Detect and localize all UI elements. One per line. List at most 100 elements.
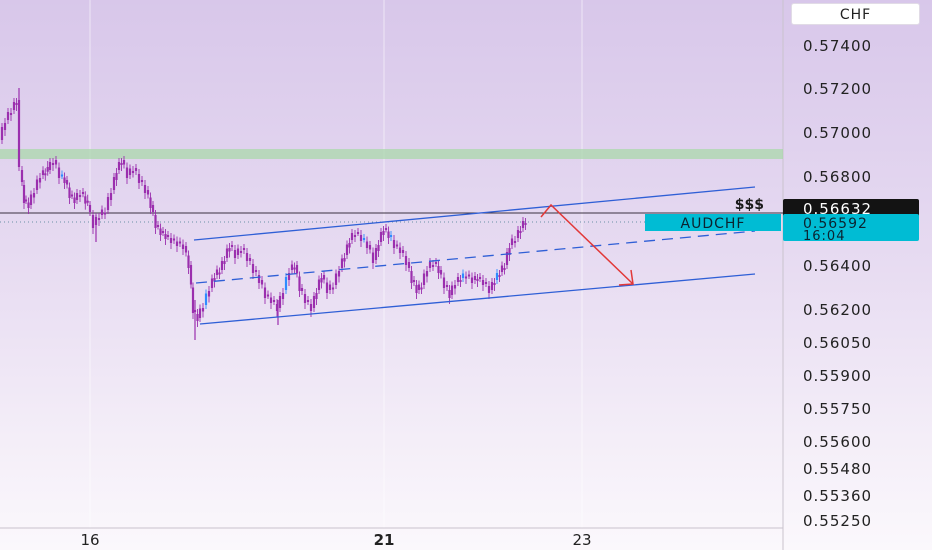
candle-body <box>78 195 82 197</box>
candle-body <box>41 170 45 175</box>
candle-body <box>467 274 471 277</box>
candle-body <box>210 278 214 288</box>
candle-body <box>100 209 104 215</box>
supply-zone <box>0 149 783 159</box>
candle-body <box>331 287 335 290</box>
candle-body <box>60 174 64 177</box>
candle-body <box>356 232 360 234</box>
candle-body <box>68 187 71 198</box>
candle-body <box>387 231 390 238</box>
candle-body <box>189 265 193 285</box>
candle-body <box>178 241 182 244</box>
price-tick: 0.56800 <box>803 168 872 186</box>
candle-body <box>191 287 195 313</box>
candle-body <box>445 285 449 287</box>
candle-body <box>298 276 301 291</box>
candle-body <box>315 293 318 299</box>
candle-body <box>65 180 69 185</box>
candle-body <box>225 248 229 258</box>
candle-body <box>389 235 393 237</box>
target-price-value: 0.56632 <box>803 200 872 218</box>
candle-body <box>481 280 485 285</box>
candle-body <box>290 264 294 270</box>
candle-body <box>140 180 144 182</box>
candle-body <box>495 273 499 280</box>
candle-body <box>337 271 341 277</box>
candle-body <box>24 199 28 202</box>
candle-body <box>417 284 421 290</box>
candle-body <box>490 282 494 290</box>
price-tick: 0.56200 <box>803 301 872 319</box>
candle-body <box>453 285 457 289</box>
price-tick: 0.55250 <box>803 512 872 530</box>
candle-body <box>22 185 26 203</box>
candle-body <box>257 275 261 283</box>
candle-body <box>125 167 129 178</box>
candle-body <box>97 218 101 220</box>
candle-body <box>309 304 313 311</box>
candle-body <box>317 279 321 290</box>
candle-body <box>201 308 205 312</box>
time-tick: 23 <box>572 531 591 549</box>
candle-body <box>425 271 429 277</box>
candle-body <box>3 123 7 130</box>
candle-body <box>348 243 351 248</box>
candle-body <box>484 282 488 284</box>
candle-body <box>143 185 147 193</box>
candle-body <box>233 250 237 258</box>
candle-body <box>434 262 438 264</box>
price-tick: 0.55480 <box>803 460 872 478</box>
candle-body <box>154 215 157 228</box>
candle-body <box>207 291 211 297</box>
candle-body <box>487 286 491 293</box>
candle-body <box>459 280 462 282</box>
candle-body <box>478 277 482 279</box>
candle-body <box>88 205 92 212</box>
candle-body <box>84 196 87 204</box>
candle-body <box>169 238 173 243</box>
candle-body <box>410 271 413 283</box>
candle-body <box>284 277 288 290</box>
candle-body <box>175 241 179 246</box>
candle-body <box>278 296 282 308</box>
candle-body <box>0 127 4 140</box>
candle-body <box>245 253 249 261</box>
price-tick: 0.55900 <box>803 367 872 385</box>
candle-body <box>510 238 514 245</box>
candle-body <box>29 194 33 205</box>
candle-body <box>166 235 170 237</box>
candle-body <box>161 231 165 233</box>
candle-body <box>431 265 435 267</box>
candle-body <box>63 177 66 183</box>
candle-body <box>281 293 285 299</box>
projection-arrow <box>540 203 634 285</box>
candle-body <box>312 296 316 308</box>
candle-body <box>371 252 375 263</box>
candle-body <box>407 262 411 268</box>
candle-body <box>498 275 501 277</box>
candle-body <box>306 300 310 302</box>
candle-body <box>137 174 141 183</box>
candle-body <box>134 168 138 171</box>
candle-body <box>293 267 296 270</box>
candle-body <box>54 160 58 165</box>
candle-body <box>343 258 346 262</box>
candle-body <box>300 288 304 291</box>
candle-body <box>228 248 231 252</box>
currency-button[interactable]: CHF <box>791 3 920 25</box>
candle-body <box>218 272 221 275</box>
candle-body <box>464 276 468 279</box>
target-price-badge <box>783 199 919 218</box>
candle-body <box>204 293 208 305</box>
candle-body <box>503 268 506 270</box>
candle-body <box>437 266 440 273</box>
candle-body <box>32 193 36 198</box>
candle-body <box>46 167 49 172</box>
candle-body <box>15 103 18 105</box>
price-tick: 0.56050 <box>803 334 872 352</box>
candle-body <box>131 171 135 173</box>
candle-body <box>379 232 383 242</box>
candle-body <box>198 308 202 318</box>
candle-body <box>404 256 408 265</box>
